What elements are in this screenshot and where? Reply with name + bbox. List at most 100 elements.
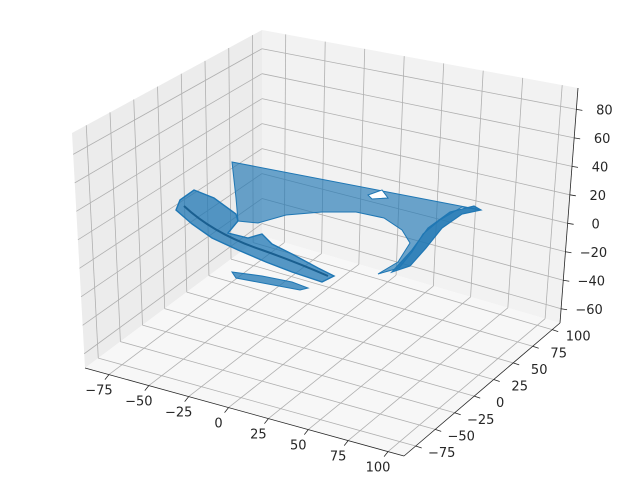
z-gridline-left xyxy=(79,148,263,269)
x-gridline-back xyxy=(432,63,445,287)
z-axis-line xyxy=(559,87,579,324)
z-tick-label: 60 xyxy=(594,132,611,147)
z-gridline-back xyxy=(261,148,568,224)
x-axis-ticks: −75 −50 −25 0 25 50 75 100 xyxy=(85,374,391,476)
x-tick-label: 100 xyxy=(366,461,391,476)
z-tick-mark xyxy=(576,108,583,111)
z-tick-label: −40 xyxy=(578,274,605,289)
z-gridline-back xyxy=(261,223,562,310)
z-tick-mark xyxy=(571,165,579,168)
axes xyxy=(84,87,579,457)
x-gridline-floor xyxy=(387,318,546,452)
surface-edge-curve xyxy=(183,205,329,277)
x-tick-label: −75 xyxy=(85,384,112,399)
x-tick-mark xyxy=(383,451,389,457)
x-tick-mark xyxy=(224,407,229,413)
y-tick-label: 50 xyxy=(531,363,548,378)
y-tick-mark xyxy=(493,379,500,382)
y-tick-mark xyxy=(435,429,442,432)
y-tick-mark xyxy=(454,412,461,416)
y-tick-label: 100 xyxy=(566,330,591,345)
z-gridline-left xyxy=(76,98,263,212)
z-gridline-back xyxy=(261,73,575,139)
y-axis-line xyxy=(403,322,561,457)
z-tick-mark xyxy=(565,251,572,254)
x-gridline-floor xyxy=(228,274,397,408)
y-gridline-floor xyxy=(120,341,436,430)
x-tick-label: 50 xyxy=(290,439,307,454)
z-tick-label: 0 xyxy=(591,217,599,232)
x-tick-label: −25 xyxy=(165,406,192,421)
x-axis-line xyxy=(84,367,405,457)
left-pane xyxy=(72,30,262,368)
y-gridline-left xyxy=(157,86,166,309)
x-tick-mark xyxy=(104,374,110,380)
y-tick-mark xyxy=(532,345,539,349)
y-gridline-left xyxy=(109,112,121,342)
y-tick-mark xyxy=(415,445,422,449)
floor-pane xyxy=(85,236,560,456)
z-tick-label: 40 xyxy=(592,160,609,175)
x-gridline-floor xyxy=(188,263,360,397)
y-gridline-left xyxy=(133,99,143,326)
z-tick-label: −60 xyxy=(575,303,602,318)
x-tick-label: −50 xyxy=(125,395,152,410)
z-tick-mark xyxy=(563,279,570,282)
back-pane xyxy=(262,30,578,323)
x-tick-mark xyxy=(144,385,150,391)
y-gridline-floor xyxy=(98,357,416,447)
x-gridline-back xyxy=(358,48,366,265)
y-tick-label: −25 xyxy=(467,413,494,428)
y-tick-mark xyxy=(474,395,481,399)
z-tick-mark xyxy=(561,308,568,311)
y-gridline-left xyxy=(204,60,210,276)
x-gridline-back xyxy=(544,85,563,319)
y-gridline-left xyxy=(180,73,188,293)
chart-panes xyxy=(72,30,578,456)
y-tick-mark xyxy=(552,329,559,333)
z-tick-label: 20 xyxy=(590,189,607,204)
x-gridline-back xyxy=(507,77,524,308)
y-gridline-floor xyxy=(230,258,533,347)
z-gridline-back xyxy=(261,48,577,110)
z-gridline-left xyxy=(77,123,263,241)
z-axis-ticks: −60 −40 −20 0 20 40 60 80 xyxy=(561,103,613,318)
z-tick-label: 80 xyxy=(596,103,613,118)
x-tick-mark xyxy=(184,396,189,402)
y-gridline-floor xyxy=(142,324,455,414)
y-gridline-floor xyxy=(253,242,553,331)
x-tick-mark xyxy=(264,418,269,424)
z-tick-mark xyxy=(569,194,576,197)
surface-plot xyxy=(175,161,483,291)
z-tick-label: −20 xyxy=(580,246,607,261)
x-gridline-floor xyxy=(308,296,471,430)
surface-left-wing xyxy=(175,189,336,283)
y-tick-label: 75 xyxy=(550,346,567,361)
z-gridline-left xyxy=(74,73,263,184)
y-gridline-floor xyxy=(164,308,475,397)
y-gridline-floor xyxy=(186,291,494,380)
x-gridline-back xyxy=(395,56,405,276)
y-tick-label: −75 xyxy=(428,446,455,461)
x-tick-mark xyxy=(343,440,349,446)
x-gridline-floor xyxy=(268,285,434,419)
z-gridline-left xyxy=(80,173,263,298)
x-tick-label: 0 xyxy=(214,417,222,432)
z-tick-mark xyxy=(567,222,574,225)
z-gridline-back xyxy=(261,123,570,196)
x-tick-label: 25 xyxy=(250,428,267,443)
surface-notch xyxy=(367,189,389,200)
x-gridline-floor xyxy=(148,253,322,386)
y-tick-mark xyxy=(513,362,520,366)
surface-lower-strip xyxy=(230,271,310,291)
x-gridline-floor xyxy=(347,307,509,441)
y-gridline-floor xyxy=(208,275,514,364)
x-gridline-floor xyxy=(108,242,285,375)
z-gridline-left xyxy=(72,48,263,155)
x-tick-label: 75 xyxy=(330,450,347,465)
y-tick-label: 0 xyxy=(496,396,504,411)
surface-right-edge xyxy=(390,205,483,274)
z-gridline-back xyxy=(261,98,573,167)
